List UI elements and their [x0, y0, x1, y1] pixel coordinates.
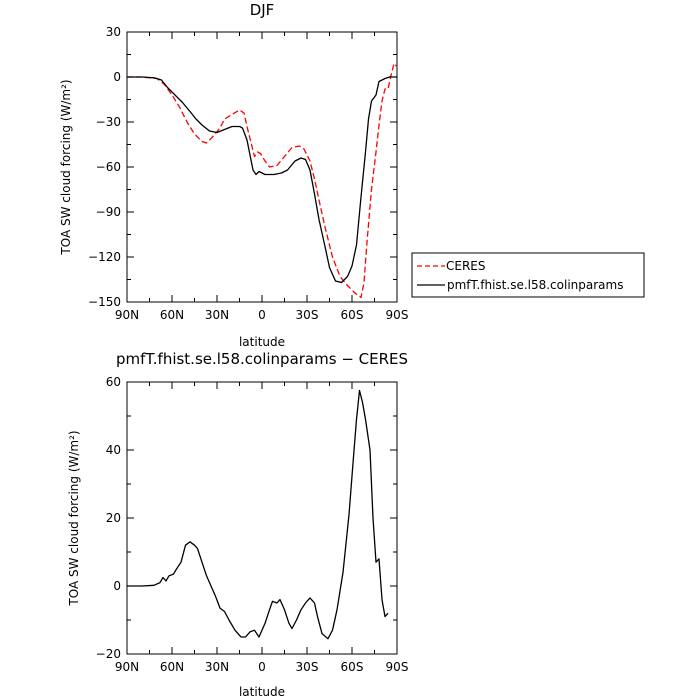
top-panel: DJF 90N 60N 30N 0 30S 60S 90S 30 0 −30 −60 −90 −120 −… [59, 1, 408, 349]
top-y-tick-label: −90 [96, 205, 121, 219]
top-y-tick-label: −60 [96, 160, 121, 174]
bottom-x-tick-label: 60N [160, 660, 184, 674]
bottom-series-line-series-0 [127, 389, 389, 640]
top-plot-frame [126, 31, 398, 303]
bottom-ticks: 90N 60N 30N 0 30S 60S 90S 60 40 20 0 −20 [96, 375, 409, 674]
legend-box [411, 252, 645, 298]
legend-ceres-label: CERES [446, 259, 486, 273]
top-y-tick-label: −120 [88, 250, 121, 264]
top-x-tick-label: 60N [160, 308, 184, 322]
top-x-tick-label: 30S [296, 308, 319, 322]
bottom-series-group [127, 389, 389, 640]
top-series-line-pmft-fhist-se-l58-colinparams [127, 76, 397, 284]
top-x-axis-label: latitude [239, 335, 285, 349]
top-y-axis-label: TOA SW cloud forcing (W/m²) [59, 79, 73, 255]
top-ticks: 90N 60N 30N 0 30S 60S 90S 30 0 −30 −60 −90 −120 −150 [88, 25, 408, 322]
top-y-tick-label: −150 [88, 295, 121, 309]
top-series-group [127, 62, 398, 299]
bottom-x-tick-label: 30S [296, 660, 319, 674]
top-x-tick-label: 0 [258, 308, 266, 322]
top-chart-title: DJF [250, 1, 275, 19]
bottom-x-tick-label: 90N [115, 660, 139, 674]
top-x-tick-label: 60S [341, 308, 364, 322]
top-y-tick-label: −30 [96, 115, 121, 129]
bottom-chart-title: pmfT.fhist.se.l58.colinparams − CERES [116, 350, 408, 368]
top-x-tick-label: 30N [205, 308, 229, 322]
bottom-y-tick-label: 0 [113, 579, 121, 593]
bottom-y-tick-label: −20 [96, 647, 121, 661]
top-x-tick-label: 90N [115, 308, 139, 322]
bottom-x-tick-label: 0 [258, 660, 266, 674]
top-y-tick-label: 0 [113, 70, 121, 84]
bottom-x-tick-label: 90S [386, 660, 409, 674]
bottom-x-tick-label: 60S [341, 660, 364, 674]
top-series-line-ceres [127, 62, 398, 299]
legend-model-label: pmfT.fhist.se.l58.colinparams [447, 278, 623, 292]
bottom-x-axis-label: latitude [239, 685, 285, 699]
top-y-tick-label: 30 [106, 25, 121, 39]
legend: CERES pmfT.fhist.se.l58.colinparams [411, 252, 645, 298]
bottom-x-tick-label: 30N [205, 660, 229, 674]
bottom-y-tick-label: 20 [106, 511, 121, 525]
bottom-panel: pmfT.fhist.se.l58.colinparams − CERES 90… [67, 350, 408, 699]
bottom-y-tick-label: 40 [106, 443, 121, 457]
bottom-y-axis-label: TOA SW cloud forcing (W/m²) [67, 430, 81, 606]
bottom-y-tick-label: 60 [106, 375, 121, 389]
top-x-tick-label: 90S [386, 308, 409, 322]
